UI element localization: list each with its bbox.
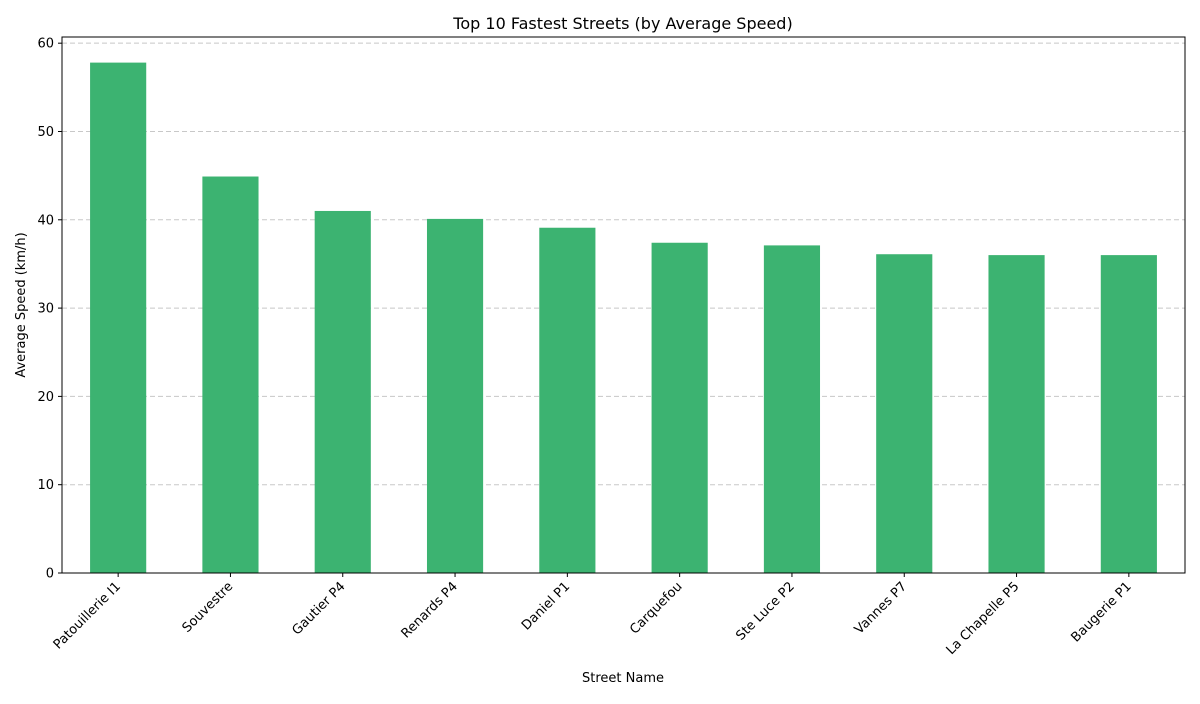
x-tick-label: Carquefou [627,579,685,637]
bar [202,176,259,573]
x-tick-label: Baugerie P1 [1069,579,1135,645]
x-tick-label: Souvestre [180,579,237,636]
x-axis-label: Street Name [582,671,664,686]
bars [90,62,1157,574]
x-axis-ticks: Patouillerie I1 Souvestre Gautier P4 Renard… [51,573,1135,658]
bar [988,255,1045,573]
bar [314,210,371,574]
y-tick-label: 10 [37,478,54,493]
bar [426,218,484,573]
x-tick-label: Daniel P1 [519,579,573,633]
x-tick-label: Ste Luce P2 [733,579,797,643]
chart-title: Top 10 Fastest Streets (by Average Speed… [452,14,792,33]
y-tick-label: 20 [37,390,54,405]
x-tick-label: La Chapelle P5 [944,579,1023,658]
x-tick-label: Patouillerie I1 [51,579,124,652]
bar [90,62,147,573]
x-tick-label: Vannes P7 [852,579,910,637]
y-tick-label: 50 [37,125,54,140]
y-tick-label: 30 [37,302,54,317]
y-axis-ticks: 0 10 20 30 40 50 60 [37,37,62,582]
bar [763,245,821,573]
plot-frame [61,36,1186,574]
y-tick-label: 40 [37,213,54,228]
x-tick-label: Renards P4 [399,579,461,641]
bar [539,227,596,574]
y-axis-label: Average Speed (km/h) [14,232,29,377]
bar [876,254,933,573]
y-tick-label: 0 [46,567,54,582]
x-tick-label: Gautier P4 [289,579,348,638]
bar [1100,255,1157,573]
bar [651,242,708,574]
y-tick-label: 60 [37,37,54,52]
